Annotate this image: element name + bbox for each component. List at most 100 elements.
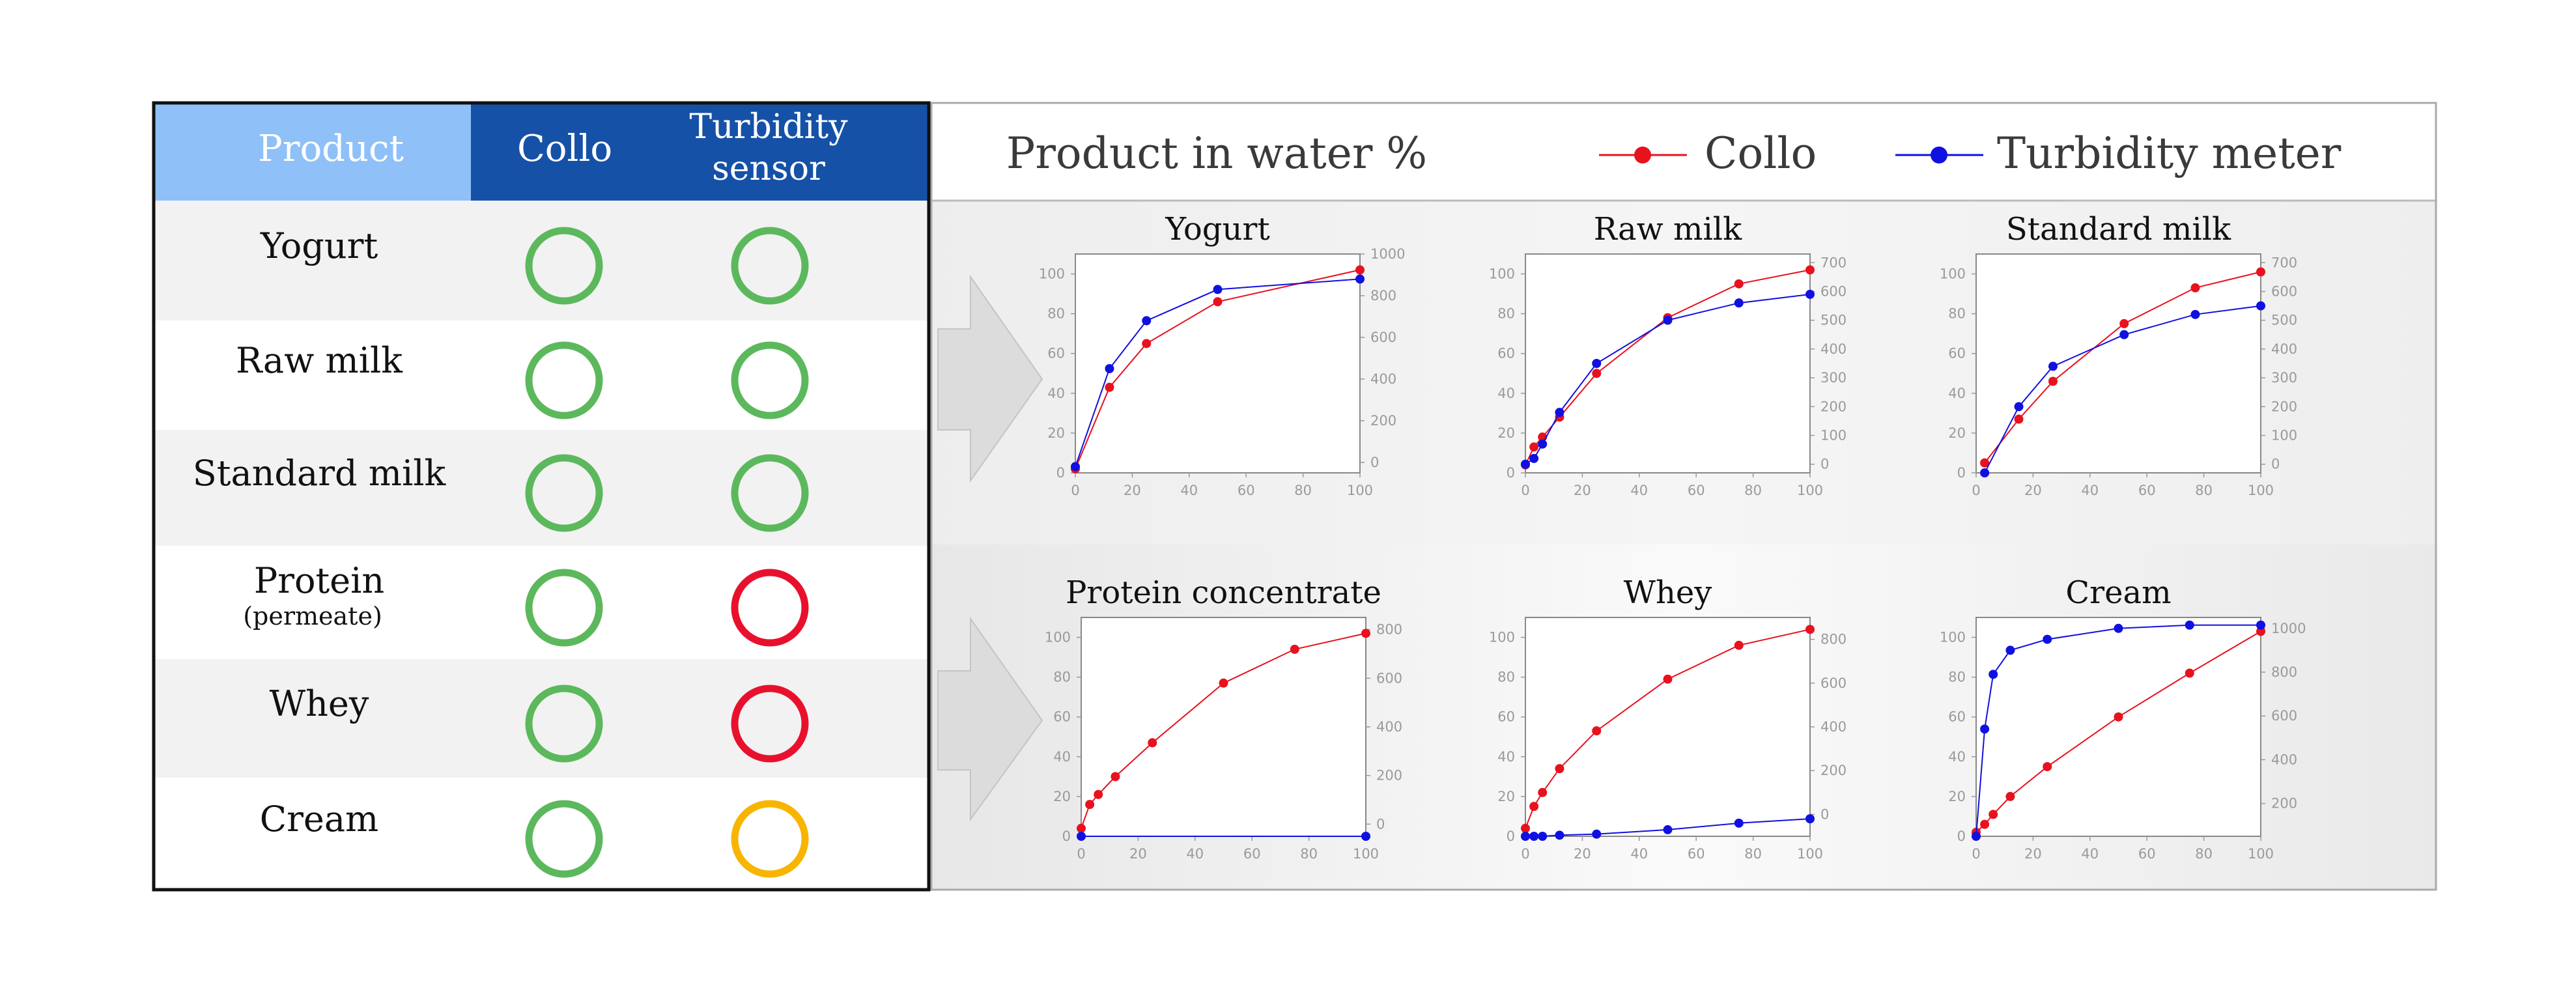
data-point-turbidity [2043, 634, 2052, 644]
data-point-turbidity [1077, 832, 1086, 841]
x-tick-label: 20 [2024, 846, 2042, 862]
table-row-shade [154, 659, 929, 778]
header-collo: Collo [517, 128, 612, 170]
y-tick-label: 80 [1497, 670, 1515, 685]
data-point-turbidity [1980, 724, 1990, 734]
turbidity-status-ok-icon [731, 227, 809, 305]
y2-tick-label: 0 [2271, 457, 2280, 472]
chart-title: Raw milk [1594, 211, 1742, 248]
x-tick-label: 0 [1071, 483, 1079, 498]
table-row-shade [154, 430, 929, 546]
y2-tick-label: 0 [1820, 806, 1829, 822]
data-point-collo [1663, 674, 1673, 684]
collo-status-ok-icon [525, 800, 603, 878]
data-point-collo [2114, 712, 2123, 722]
data-point-turbidity [1361, 832, 1370, 841]
y-tick-label: 60 [1047, 346, 1065, 361]
data-point-collo [1094, 789, 1103, 799]
x-tick-label: 60 [1688, 483, 1705, 498]
x-tick-label: 80 [1294, 483, 1312, 498]
x-tick-label: 20 [2024, 483, 2042, 498]
data-point-turbidity [1805, 289, 1815, 299]
y2-tick-label: 300 [2271, 370, 2297, 386]
y2-tick-label: 700 [1820, 255, 1847, 270]
x-tick-label: 60 [1243, 846, 1261, 862]
y2-tick-label: 200 [2271, 796, 2297, 812]
data-point-collo [1148, 738, 1157, 748]
data-point-collo [1085, 800, 1095, 810]
y2-tick-label: 600 [2271, 283, 2297, 299]
data-point-turbidity [1663, 825, 1673, 834]
data-point-collo [2190, 283, 2200, 292]
y2-tick-label: 200 [1370, 413, 1396, 429]
x-tick-label: 0 [1521, 846, 1529, 862]
legend-turbidity-marker [1931, 147, 1947, 163]
legend-collo-marker [1634, 147, 1651, 163]
x-tick-label: 0 [1972, 846, 1980, 862]
y-tick-label: 20 [1497, 789, 1515, 804]
header-turbidity-line1: Turbidity [689, 107, 848, 147]
chart-title: Cream [2065, 574, 2171, 611]
table-row: Yogurt [260, 225, 809, 305]
chart-title: Protein concentrate [1066, 574, 1381, 611]
data-point-collo [2043, 762, 2052, 772]
y2-tick-label: 600 [1820, 675, 1847, 691]
turbidity-status-partial-icon [731, 800, 809, 878]
data-point-collo [1529, 442, 1539, 452]
legend-collo-label: Collo [1705, 128, 1817, 178]
turbidity-status-fail-icon [731, 569, 809, 647]
plot-area [1975, 253, 2261, 474]
table-row: Cream [260, 799, 809, 878]
data-point-collo [1734, 279, 1744, 289]
y2-tick-label: 0 [1376, 816, 1385, 832]
y-tick-label: 20 [1948, 425, 1966, 441]
y2-tick-label: 100 [2271, 428, 2297, 444]
data-point-turbidity [2190, 309, 2200, 319]
collo-status-ok-icon [525, 685, 603, 763]
collo-status-ok-icon [525, 227, 603, 305]
y-tick-label: 0 [1062, 828, 1071, 844]
data-point-turbidity [1592, 829, 1602, 839]
x-tick-label: 20 [1124, 483, 1141, 498]
y2-tick-label: 400 [1376, 719, 1402, 735]
x-tick-label: 20 [1129, 846, 1147, 862]
y-tick-label: 100 [1489, 630, 1515, 645]
legend: Collo Turbidity meter [1599, 128, 2342, 178]
data-point-turbidity [1142, 316, 1152, 326]
data-point-collo [1355, 265, 1365, 275]
data-point-turbidity [1734, 298, 1744, 308]
x-tick-label: 100 [1347, 483, 1373, 498]
product-name: Whey [270, 683, 369, 724]
data-point-turbidity [2014, 402, 2024, 412]
y-tick-label: 40 [1948, 386, 1966, 401]
product-name: Protein [254, 560, 384, 601]
collo-status-ok-icon [525, 341, 603, 419]
chart-panel: Product in water % Collo Turbidity meter… [930, 102, 2437, 891]
y2-tick-label: 600 [1376, 670, 1402, 686]
data-point-turbidity [2048, 361, 2058, 371]
y-tick-label: 0 [1957, 465, 1966, 481]
x-tick-label: 60 [1238, 483, 1255, 498]
data-point-collo [2256, 627, 2265, 636]
y2-tick-label: 600 [2271, 708, 2297, 724]
y-tick-label: 60 [1053, 709, 1071, 725]
series-line-turbidity [1975, 624, 2261, 837]
x-tick-label: 100 [1353, 846, 1379, 862]
panel-title: Product in water % [1006, 128, 1427, 178]
data-point-turbidity [1555, 408, 1564, 417]
header-product: Product [258, 128, 404, 170]
legend-turbidity-label: Turbidity meter [1997, 128, 2342, 178]
arrow-bottom [937, 616, 1043, 822]
x-tick-label: 0 [1077, 846, 1085, 862]
y-tick-label: 60 [1948, 346, 1966, 361]
y2-tick-label: 200 [1820, 763, 1847, 778]
plot-area [1081, 617, 1366, 837]
x-tick-label: 40 [2081, 846, 2099, 862]
y2-tick-label: 200 [1376, 768, 1402, 784]
data-point-collo [1555, 764, 1564, 774]
data-point-collo [1980, 819, 1990, 829]
data-point-turbidity [1213, 285, 1223, 294]
data-point-turbidity [1989, 670, 1998, 679]
